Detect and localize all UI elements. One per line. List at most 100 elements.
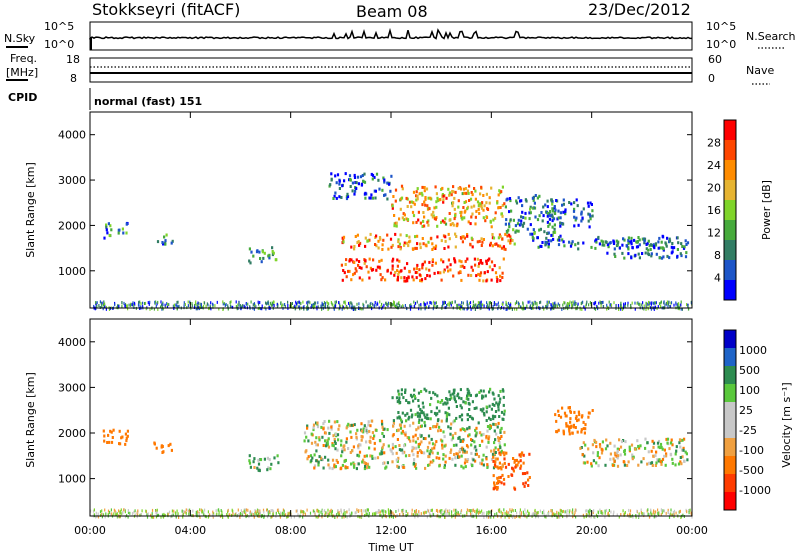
power-clutter-cell xyxy=(132,303,134,307)
power-cell xyxy=(447,232,450,236)
power-cell xyxy=(548,222,551,226)
power-clutter-cell xyxy=(687,304,689,308)
velocity-cell xyxy=(408,454,411,457)
velocity-cell xyxy=(398,415,401,419)
y-tick-label: 1000 xyxy=(58,473,86,486)
power-cell xyxy=(392,257,395,261)
velocity-colorbar-swatch xyxy=(724,384,736,402)
power-cell xyxy=(552,217,556,221)
power-cell xyxy=(475,209,478,213)
power-cell xyxy=(479,271,483,275)
power-cell xyxy=(395,224,398,228)
power-cell xyxy=(588,225,591,229)
velocity-clutter-cell xyxy=(326,511,328,515)
velocity-cell xyxy=(420,390,423,393)
velocity-cell xyxy=(473,407,476,410)
power-cell xyxy=(367,270,370,274)
velocity-clutter-cell xyxy=(116,515,118,519)
power-cell xyxy=(361,278,364,282)
power-clutter-cell xyxy=(648,303,650,307)
velocity-cell xyxy=(565,422,568,426)
power-clutter-cell xyxy=(312,304,314,308)
power-cell xyxy=(271,250,274,253)
power-clutter-cell xyxy=(94,307,96,311)
velocity-cell xyxy=(659,460,662,464)
velocity-clutter-cell xyxy=(460,509,463,513)
velocity-cell xyxy=(490,457,494,461)
velocity-cell xyxy=(435,425,438,429)
power-cell xyxy=(260,260,263,264)
power-cell xyxy=(380,278,383,282)
velocity-cell xyxy=(569,426,572,429)
power-clutter-cell xyxy=(497,301,499,305)
power-clutter-cell xyxy=(299,305,301,309)
velocity-cell xyxy=(453,419,456,423)
velocity-cell xyxy=(464,401,467,405)
velocity-cell xyxy=(404,413,407,417)
velocity-cell xyxy=(324,439,327,443)
power-clutter-cell xyxy=(462,301,464,305)
power-clutter-cell xyxy=(140,302,142,306)
power-clutter-cell xyxy=(657,305,659,309)
power-cell xyxy=(524,216,527,220)
power-clutter-cell xyxy=(486,301,488,305)
velocity-cell xyxy=(470,451,473,455)
velocity-cell xyxy=(477,421,480,425)
velocity-cell xyxy=(453,391,456,395)
velocity-cell xyxy=(576,430,579,434)
velocity-cell xyxy=(499,437,502,440)
power-clutter-cell xyxy=(361,307,363,311)
velocity-cell xyxy=(646,462,649,466)
power-clutter-cell xyxy=(520,305,522,309)
power-cell xyxy=(387,247,390,251)
power-cell xyxy=(356,241,359,244)
power-clutter-cell xyxy=(323,303,325,307)
power-clutter-cell xyxy=(505,300,507,304)
velocity-cell xyxy=(475,431,478,435)
power-cell xyxy=(354,181,357,184)
power-cell xyxy=(492,218,495,222)
velocity-cell xyxy=(495,432,498,436)
power-clutter-cell xyxy=(554,304,556,308)
velocity-cell xyxy=(572,425,575,429)
velocity-clutter-cell xyxy=(435,509,438,512)
power-clutter-cell xyxy=(673,303,675,307)
velocity-cell xyxy=(326,440,329,444)
velocity-cell xyxy=(363,424,366,428)
velocity-clutter-cell xyxy=(152,515,154,519)
velocity-clutter-cell xyxy=(257,509,259,513)
power-cell xyxy=(421,237,424,240)
power-cell xyxy=(463,191,466,195)
power-cell xyxy=(482,238,485,241)
velocity-cell xyxy=(462,400,465,404)
power-cell xyxy=(531,235,534,239)
power-clutter-cell xyxy=(265,301,267,305)
velocity-cell xyxy=(313,464,317,468)
velocity-clutter-cell xyxy=(533,513,535,516)
velocity-cell xyxy=(458,435,461,439)
power-clutter-cell xyxy=(223,302,226,306)
velocity-cell xyxy=(315,421,318,425)
nsky-tick-high: 10^5 xyxy=(44,20,74,33)
velocity-cell xyxy=(606,444,609,448)
velocity-clutter-cell xyxy=(184,510,186,514)
velocity-cell xyxy=(554,413,557,417)
power-cell xyxy=(379,237,382,241)
velocity-cell xyxy=(598,443,602,447)
velocity-clutter-cell xyxy=(586,509,588,513)
velocity-cell xyxy=(512,457,515,460)
power-cell xyxy=(330,177,333,181)
power-cell xyxy=(271,246,274,250)
power-cell xyxy=(364,244,367,248)
power-cell xyxy=(336,173,340,177)
power-clutter-cell xyxy=(270,303,272,307)
freq-panel-frame xyxy=(89,57,693,83)
velocity-cell xyxy=(568,429,571,433)
power-clutter-cell xyxy=(397,302,399,306)
velocity-clutter-cell xyxy=(111,512,113,516)
power-cell xyxy=(546,211,549,215)
velocity-cell xyxy=(381,432,384,435)
velocity-cell xyxy=(256,466,259,470)
power-cell xyxy=(422,211,425,214)
velocity-clutter-cell xyxy=(293,515,295,519)
